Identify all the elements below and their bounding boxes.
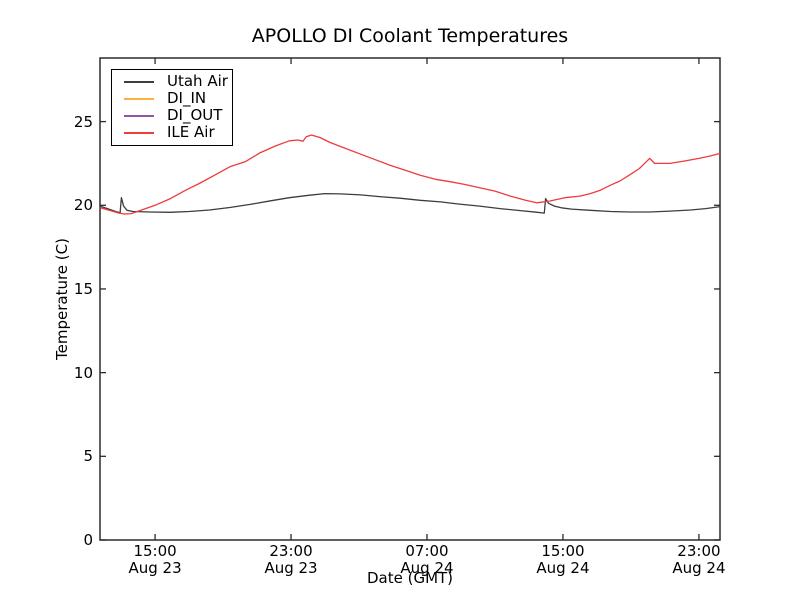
legend: Utah Air DI_IN DI_OUT ILE Air xyxy=(111,69,233,146)
legend-item-ile-air: ILE Air xyxy=(124,124,232,141)
x-tick-label: 15:00 Aug 23 xyxy=(128,542,182,577)
legend-label: DI_IN xyxy=(167,89,207,107)
legend-swatch-di-in xyxy=(124,97,154,100)
legend-item-di-out: DI_OUT xyxy=(124,107,232,124)
legend-label: DI_OUT xyxy=(167,106,223,124)
legend-label: Utah Air xyxy=(167,72,228,90)
y-tick-label: 5 xyxy=(83,447,93,466)
legend-swatch-di-out xyxy=(124,114,154,117)
y-tick-label: 10 xyxy=(73,363,93,382)
series-line-ile-air xyxy=(99,134,721,215)
legend-item-utah-air: Utah Air xyxy=(124,73,232,90)
x-tick-label: 23:00 Aug 23 xyxy=(264,542,318,577)
x-tick-label: 07:00 Aug 24 xyxy=(400,542,454,577)
x-axis-label: Date (GMT) xyxy=(366,569,454,587)
chart-title: APOLLO DI Coolant Temperatures xyxy=(251,25,569,47)
axes-frame xyxy=(99,57,721,541)
y-tick-label: 20 xyxy=(73,196,93,215)
series-line-utah-air xyxy=(99,192,721,214)
y-tick-label: 25 xyxy=(73,112,93,131)
legend-swatch-ile-air xyxy=(124,131,154,134)
legend-label: ILE Air xyxy=(167,123,215,141)
x-tick-label: 23:00 Aug 24 xyxy=(672,542,726,577)
y-tick-label: 0 xyxy=(83,531,93,549)
legend-swatch-utah-air xyxy=(124,80,154,83)
legend-item-di-in: DI_IN xyxy=(124,90,232,107)
x-tick-label: 15:00 Aug 24 xyxy=(536,542,590,577)
y-tick-label: 15 xyxy=(73,279,93,298)
y-axis-label: Temperature (C) xyxy=(53,238,71,360)
